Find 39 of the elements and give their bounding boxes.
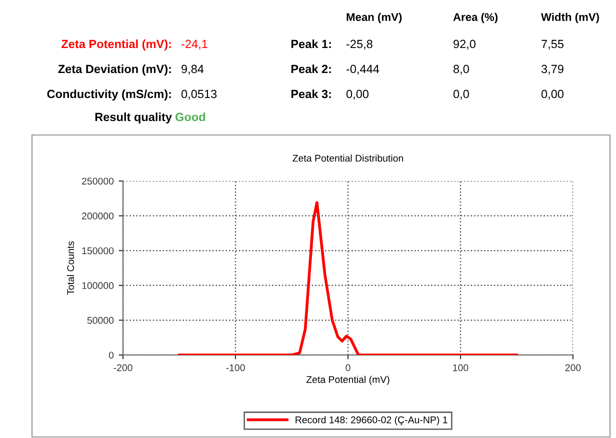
text: -24,1	[182, 40, 208, 50]
chart-title: Zeta Potential Distribution	[292, 154, 404, 162]
y-tick-label: 100000	[82, 282, 114, 290]
text: Mean (mV)	[346, 12, 402, 24]
x-tick-label: 200	[565, 364, 581, 372]
x-axis-title: Zeta Potential (mV)	[306, 376, 390, 385]
y-tick-label: 0	[108, 352, 114, 359]
text: Conductivity (mS/cm):	[47, 90, 171, 100]
x-tick-label: -200	[114, 364, 132, 372]
text: Good	[175, 112, 206, 122]
text: 3,79	[541, 64, 564, 75]
y-tick-label: 150000	[82, 247, 114, 254]
y-tick-label: 50000	[87, 316, 114, 324]
x-tick-label: 100	[453, 364, 468, 372]
text: 0,00	[346, 90, 369, 100]
x-tick-label: -100	[226, 364, 245, 372]
text: Zeta Deviation (mV):	[58, 64, 171, 76]
text: Peak 3:	[291, 90, 331, 98]
text: 92,0	[454, 40, 476, 50]
text: 0,0513	[181, 90, 217, 100]
text: Peak 1:	[291, 40, 331, 48]
text: 9,84	[182, 64, 204, 75]
text: Zeta Potential (mV):	[62, 40, 171, 51]
text: Width (mV)	[541, 12, 599, 24]
text: Result quality	[95, 112, 172, 124]
text: Area (%)	[453, 12, 498, 24]
text: -0,444	[346, 64, 380, 75]
text: -25,8	[346, 40, 372, 50]
text: 8,0	[454, 64, 469, 75]
text: Peak 2:	[291, 64, 331, 74]
text: 0,00	[541, 90, 564, 100]
y-tick-label: 250000	[82, 178, 114, 185]
text: 7,55	[542, 40, 564, 50]
x-tick-label: 0	[346, 364, 350, 372]
y-tick-label: 200000	[82, 212, 114, 220]
line-series	[178, 201, 518, 355]
text: 0,0	[453, 90, 469, 100]
legend-label: Record 148: 29660-02 (Ç-Au-NP) 1	[296, 416, 448, 426]
y-axis-title: Total Counts	[66, 241, 74, 295]
